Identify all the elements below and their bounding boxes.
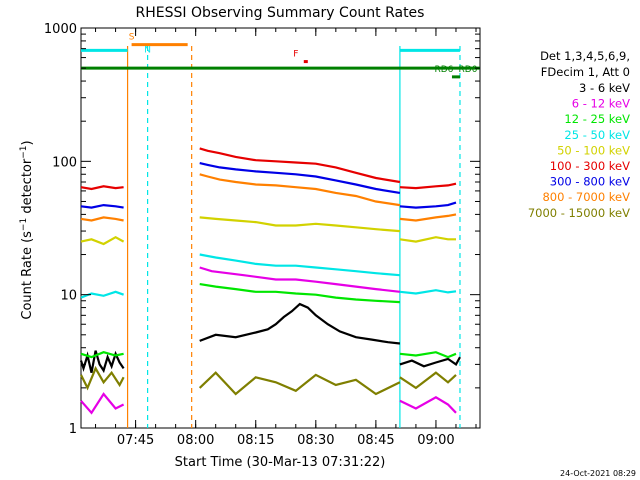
y-axis-label: Count Rate (s−1 detector−1) — [19, 140, 35, 319]
legend: Det 1,3,4,5,6,9, FDecim 1, Att 0 3 - 6 k… — [528, 49, 630, 220]
series-line — [399, 213, 457, 222]
x-tick-label: 08:00 — [177, 433, 214, 448]
legend-item: 6 - 12 keV — [572, 97, 630, 111]
series-line — [399, 289, 457, 295]
x-tick-label: 07:45 — [117, 433, 154, 448]
x-tick-label: 08:45 — [357, 433, 394, 448]
series-line — [80, 392, 125, 415]
series-line — [399, 356, 461, 368]
series-line — [80, 351, 124, 359]
y-tick-label: 1000 — [44, 22, 77, 37]
series-line — [199, 253, 400, 277]
series-line — [399, 351, 457, 359]
legend-item: 12 - 25 keV — [564, 112, 630, 126]
plot-frame — [80, 27, 481, 429]
legend-item: 25 - 50 keV — [564, 128, 630, 142]
series-line — [199, 283, 400, 304]
legend-header-line: FDecim 1, Att 0 — [541, 65, 630, 79]
x-tick-label: 08:15 — [237, 433, 274, 448]
series-line — [199, 162, 401, 194]
legend-item: 7000 - 15000 keV — [528, 206, 630, 220]
y-axis: 1 10 100 1000 — [44, 22, 480, 437]
timestamp: 24-Oct-2021 08:29 — [560, 469, 636, 478]
series-line — [399, 182, 457, 190]
legend-item: 800 - 7000 keV — [542, 190, 630, 204]
flag-bars — [81, 43, 480, 79]
legend-header-line: Det 1,3,4,5,6,9, — [540, 49, 630, 63]
series-line — [199, 173, 401, 207]
flag-annotation: RD0 — [459, 65, 478, 75]
series-line — [80, 185, 124, 191]
flag-annotation: S — [129, 33, 135, 43]
series-lines — [79, 147, 461, 415]
annotations: SN F RD0 RD6 — [129, 33, 478, 75]
series-line — [399, 201, 457, 209]
x-tick-label: 09:00 — [417, 433, 454, 448]
series-line — [199, 216, 400, 233]
flag-annotation: N — [144, 46, 151, 56]
legend-item: 300 - 800 keV — [550, 175, 630, 189]
x-axis-label: Start Time (30-Mar-13 07:31:22) — [175, 455, 386, 470]
series-line — [80, 216, 124, 222]
series-line — [80, 235, 125, 246]
series-line — [80, 203, 124, 209]
legend-item: 50 - 100 keV — [557, 143, 630, 157]
flag-annotation: RD6 — [434, 65, 453, 75]
series-line — [79, 350, 125, 374]
series-line — [399, 236, 456, 243]
y-tick-label: 100 — [52, 155, 77, 170]
y-tick-label: 10 — [60, 289, 77, 304]
series-line — [199, 147, 401, 184]
series-line — [199, 302, 401, 345]
series-line — [80, 365, 125, 391]
series-line — [399, 371, 457, 390]
series-line — [399, 396, 457, 414]
chart-title: RHESSI Observing Summary Count Rates — [136, 5, 425, 21]
series-line — [198, 371, 401, 396]
vertical-markers — [126, 46, 461, 428]
legend-item: 100 - 300 keV — [550, 159, 630, 173]
x-axis: 07:45 08:00 08:15 08:30 08:45 09:00 — [95, 28, 477, 448]
series-line — [199, 266, 401, 293]
x-tick-label: 08:30 — [297, 433, 334, 448]
flag-annotation: F — [293, 50, 298, 60]
y-tick-label: 1 — [69, 422, 77, 437]
legend-item: 3 - 6 keV — [579, 81, 630, 95]
